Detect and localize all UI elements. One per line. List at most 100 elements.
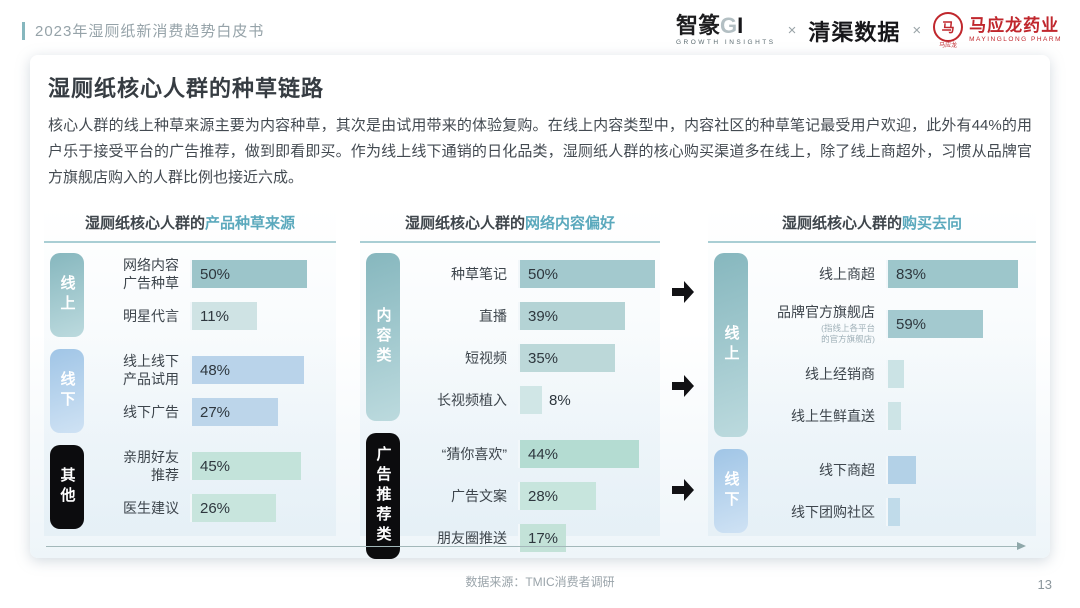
bar-label: 线上经销商	[805, 365, 875, 382]
bar-value: 17%	[528, 529, 559, 547]
bar-row: 亲朋好友 推荐 45%	[93, 445, 332, 487]
bar-label: 品牌官方旗舰店 (指线上各平台 的官方旗舰店)	[757, 303, 886, 344]
bar-label: 广告文案	[451, 487, 507, 504]
bar-label: 短视频	[465, 349, 507, 366]
chart-title-highlight: 购买去向	[902, 215, 963, 232]
bar-label: 线上商超	[819, 265, 875, 282]
bar-row: 品牌官方旗舰店 (指线上各平台 的官方旗舰店) 59%	[757, 295, 1032, 353]
bar-track	[886, 498, 1032, 526]
mayinglong-seal-icon: 马	[933, 12, 964, 42]
bar-track: 35%	[518, 344, 656, 372]
bar-row: 短视频 35%	[409, 337, 656, 379]
zhizhuan-tagline: GROWTH INSIGHTS	[675, 38, 776, 46]
bar: 27%	[192, 398, 278, 426]
bar-value: 59%	[896, 315, 927, 333]
bar: 8%	[520, 386, 571, 414]
bar-track: 59%	[886, 310, 1032, 338]
chart-title: 湿厕纸核心人群的购买去向	[708, 207, 1036, 243]
bar-track: 45%	[190, 452, 332, 480]
chart-title: 湿厕纸核心人群的网络内容偏好	[360, 207, 660, 243]
bar: 50%	[520, 260, 655, 288]
group-rows: 线下商超 线下团购社区	[757, 449, 1032, 533]
group-rows: “猜你喜欢” 44% 广告文案 28% 朋友圈推送 17%	[409, 433, 656, 559]
header: 2023年湿厕纸新消费趋势白皮书	[22, 20, 264, 41]
bar-label: 朋友圈推送	[437, 529, 507, 546]
bar-row: 直播 39%	[409, 295, 656, 337]
bar	[888, 456, 916, 484]
chart-body: 线上 线上商超 83% 品牌官方旗舰店 (指线上各平台 的官方旗舰店) 59%	[708, 243, 1036, 537]
bar-track: 17%	[518, 524, 656, 552]
bar-row: 长视频植入 8%	[409, 379, 656, 421]
chart-title-highlight: 产品种草来源	[205, 215, 296, 232]
chart-seeding-sources: 湿厕纸核心人群的产品种草来源 线上 网络内容 广告种草 50% 明星代言 11%	[44, 207, 336, 536]
bar-row: 广告文案 28%	[409, 475, 656, 517]
group-content-type: 内容类 种草笔记 50% 直播 39% 短视频	[366, 253, 656, 421]
mayinglong-emblem: 马 马应龙	[933, 12, 964, 49]
bar-label: 明星代言	[123, 307, 179, 324]
data-source-note: 数据来源：TMIC消费者调研	[465, 575, 615, 589]
group-rows: 网络内容 广告种草 50% 明星代言 11%	[93, 253, 332, 337]
bar	[888, 498, 900, 526]
mayinglong-logo: 马 马应龙 马应龙药业 MAYINGLONG PHARM	[933, 12, 1062, 49]
zhizhuan-logo-text: 智篆GI	[676, 12, 744, 38]
bar-label: 线下商超	[819, 461, 875, 478]
bar-label: “猜你喜欢”	[441, 445, 507, 462]
bar-track	[886, 360, 1032, 388]
chart-title: 湿厕纸核心人群的产品种草来源	[44, 207, 336, 243]
bar-track: 8%	[518, 386, 656, 414]
qingqu-logo: 清渠数据	[808, 19, 901, 45]
zhizhuan-i: I	[737, 12, 744, 38]
bar-label: 医生建议	[123, 499, 179, 516]
zhizhuan-g: G	[720, 12, 738, 38]
bar-label: 线上生鲜直送	[791, 407, 875, 424]
bar	[888, 402, 901, 430]
bar-track: 11%	[190, 302, 332, 330]
bar-label: 长视频植入	[437, 391, 507, 408]
bar-row: 线上线下 产品试用 48%	[93, 349, 332, 391]
bar-row: 种草笔记 50%	[409, 253, 656, 295]
bar-row: 网络内容 广告种草 50%	[93, 253, 332, 295]
bar: 83%	[888, 260, 1018, 288]
bar-value: 50%	[528, 265, 559, 283]
group-rows: 线上线下 产品试用 48% 线下广告 27%	[93, 349, 332, 433]
bar-track: 26%	[190, 494, 332, 522]
bar-row: “猜你喜欢” 44%	[409, 433, 656, 475]
category-chip-other: 其他	[50, 445, 84, 529]
group-online-channels: 线上 线上商超 83% 品牌官方旗舰店 (指线上各平台 的官方旗舰店) 59%	[714, 253, 1032, 437]
logo-row: 智篆GI GROWTH INSIGHTS × 清渠数据 × 马 马应龙 马应龙药…	[676, 12, 1062, 49]
bar-row: 线下团购社区	[757, 491, 1032, 533]
bar: 26%	[192, 494, 276, 522]
bar-track: 28%	[518, 482, 656, 510]
mayinglong-seal-caption: 马应龙	[939, 43, 958, 49]
group-online: 线上 网络内容 广告种草 50% 明星代言 11%	[50, 253, 332, 337]
bar: 17%	[520, 524, 566, 552]
header-accent-bar	[22, 21, 25, 40]
bar-value: 44%	[528, 445, 559, 463]
flow-arrows	[660, 207, 708, 536]
content-card: 湿厕纸核心人群的种草链路 核心人群的线上种草来源主要为内容种草，其次是由试用带来…	[30, 55, 1050, 559]
chart-title-prefix: 湿厕纸核心人群的	[84, 215, 205, 232]
group-rows: 线上商超 83% 品牌官方旗舰店 (指线上各平台 的官方旗舰店) 59% 线上经销…	[757, 253, 1032, 437]
bar-value: 39%	[528, 307, 559, 325]
mayinglong-name: 马应龙药业	[969, 16, 1060, 36]
chart-title-prefix: 湿厕纸核心人群的	[781, 215, 902, 232]
bar-value: 27%	[200, 403, 231, 421]
bar-value: 83%	[896, 265, 927, 283]
category-chip-offline: 线下	[50, 349, 84, 433]
bar-row: 线上经销商	[757, 353, 1032, 395]
category-chip-online: 线上	[50, 253, 84, 337]
group-offline-channels: 线下 线下商超 线下团购社区	[714, 449, 1032, 533]
group-rows: 种草笔记 50% 直播 39% 短视频 35%	[409, 253, 656, 421]
body-paragraph: 核心人群的线上种草来源主要为内容种草，其次是由试用带来的体验复购。在线上内容类型…	[48, 117, 1032, 186]
bar-label: 亲朋好友 推荐	[123, 448, 179, 483]
bar: 59%	[888, 310, 983, 338]
bottom-axis-arrow	[46, 542, 1026, 550]
bar-value: 8%	[549, 391, 571, 409]
bar-value: 50%	[200, 265, 231, 283]
bar-row: 明星代言 11%	[93, 295, 332, 337]
category-chip-online: 线上	[714, 253, 748, 437]
logo-cross-icon: ×	[912, 22, 922, 39]
category-chip-content: 内容类	[366, 253, 400, 421]
chart-title-highlight: 网络内容偏好	[525, 215, 616, 232]
bar-track: 27%	[190, 398, 332, 426]
